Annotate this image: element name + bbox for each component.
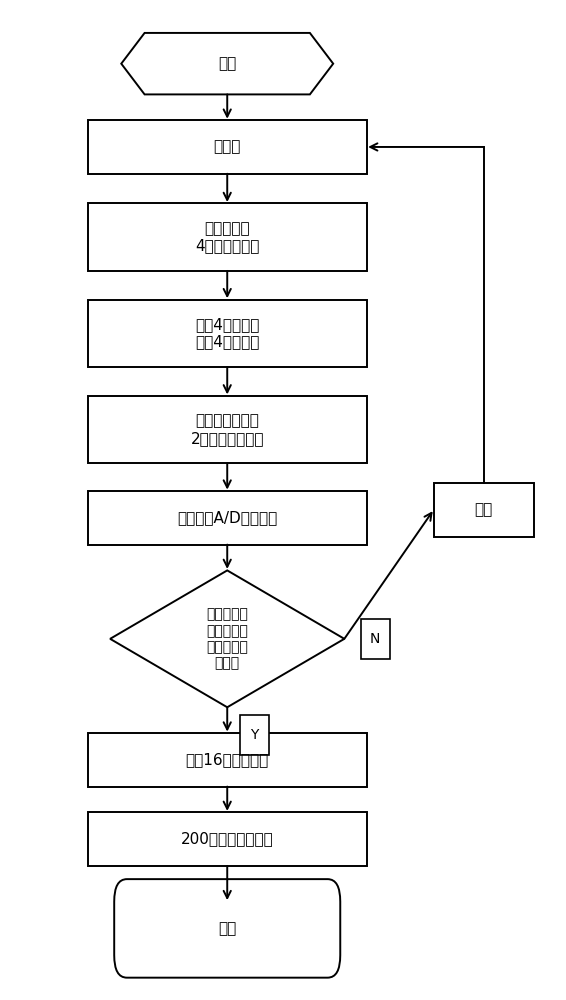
FancyBboxPatch shape: [88, 300, 367, 367]
FancyBboxPatch shape: [88, 733, 367, 787]
FancyBboxPatch shape: [434, 483, 534, 537]
Text: 开始: 开始: [218, 56, 237, 71]
Text: 高速16位连续插值: 高速16位连续插值: [186, 752, 269, 767]
Text: 初始化: 初始化: [213, 139, 241, 154]
Text: 200倍电信号再细分: 200倍电信号再细分: [181, 832, 273, 847]
Text: 正交信号直
流及幅度漂
移自动修正
正常？: 正交信号直 流及幅度漂 移自动修正 正常？: [206, 608, 248, 670]
FancyBboxPatch shape: [88, 812, 367, 866]
Text: 预处理运算输出
2路正交余弦信号: 预处理运算输出 2路正交余弦信号: [191, 413, 264, 446]
FancyBboxPatch shape: [88, 491, 367, 545]
Text: 光程差设计
4倍光信号细分: 光程差设计 4倍光信号细分: [195, 221, 259, 253]
Polygon shape: [110, 570, 344, 707]
Text: 信号高速A/D采集处理: 信号高速A/D采集处理: [177, 510, 277, 525]
Polygon shape: [121, 33, 333, 94]
FancyBboxPatch shape: [114, 879, 340, 978]
FancyBboxPatch shape: [88, 203, 367, 271]
FancyBboxPatch shape: [239, 715, 268, 755]
FancyBboxPatch shape: [88, 396, 367, 463]
Text: Y: Y: [250, 728, 258, 742]
FancyBboxPatch shape: [88, 120, 367, 174]
Text: 复位: 复位: [475, 502, 493, 517]
FancyBboxPatch shape: [361, 619, 389, 659]
Text: N: N: [370, 632, 380, 646]
Text: 探测4路光信号
输出4路电信号: 探测4路光信号 输出4路电信号: [195, 317, 259, 350]
Text: 结束: 结束: [218, 921, 237, 936]
